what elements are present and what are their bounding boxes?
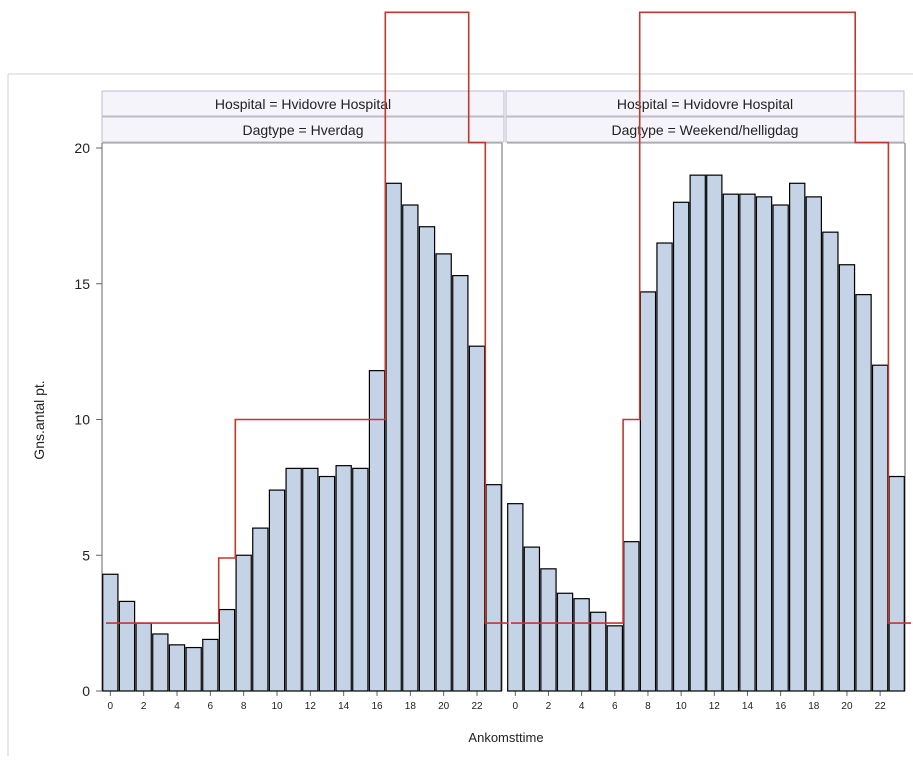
x-tick-label: 14 bbox=[338, 701, 350, 712]
x-tick-label: 2 bbox=[141, 701, 147, 712]
bar bbox=[118, 600, 136, 692]
panel-header-hospital: Hospital = Hvidovre Hospital bbox=[617, 96, 793, 112]
bar bbox=[268, 489, 286, 692]
x-tick-label: 22 bbox=[471, 701, 483, 712]
bar bbox=[102, 573, 119, 692]
x-tick-label: 4 bbox=[174, 701, 180, 712]
y-tick-label: 5 bbox=[82, 547, 90, 563]
x-tick-label: 22 bbox=[875, 701, 887, 712]
bar bbox=[285, 467, 302, 692]
bar bbox=[540, 568, 557, 692]
bar bbox=[772, 204, 789, 692]
x-tick-label: 18 bbox=[405, 701, 417, 712]
bar bbox=[739, 193, 756, 692]
bar bbox=[335, 465, 352, 692]
panel-header-cell bbox=[101, 90, 505, 117]
y-axis-label: Gns.antal pt. bbox=[31, 380, 47, 459]
bar bbox=[888, 475, 905, 692]
bar bbox=[623, 541, 640, 692]
bar bbox=[722, 193, 740, 692]
bar bbox=[656, 242, 673, 692]
bar bbox=[402, 204, 419, 692]
x-tick-label: 6 bbox=[612, 701, 618, 712]
panel-header-cell bbox=[505, 90, 905, 117]
bar bbox=[523, 546, 541, 692]
bar bbox=[805, 196, 822, 692]
bar bbox=[168, 644, 186, 692]
bar bbox=[838, 264, 856, 692]
bar bbox=[871, 364, 889, 692]
y-tick-label: 10 bbox=[74, 412, 90, 428]
bar bbox=[385, 182, 402, 692]
y-tick-label: 15 bbox=[74, 276, 90, 292]
x-tick-label: 20 bbox=[438, 701, 450, 712]
bar bbox=[556, 592, 574, 692]
x-tick-label: 16 bbox=[775, 701, 787, 712]
bar bbox=[202, 638, 219, 692]
x-tick-label: 18 bbox=[808, 701, 820, 712]
x-tick-label: 20 bbox=[841, 701, 853, 712]
bar bbox=[590, 611, 607, 692]
bar bbox=[507, 503, 524, 692]
panel-header-cell bbox=[505, 116, 905, 143]
x-tick-label: 10 bbox=[676, 701, 688, 712]
staffing-step-line bbox=[106, 11, 508, 624]
bar bbox=[689, 174, 706, 692]
bar bbox=[485, 484, 502, 692]
x-tick-label: 0 bbox=[108, 701, 114, 712]
bar bbox=[418, 226, 436, 692]
x-tick-label: 10 bbox=[271, 701, 283, 712]
bar bbox=[435, 253, 452, 692]
x-tick-label: 16 bbox=[371, 701, 383, 712]
x-tick-label: 8 bbox=[645, 701, 651, 712]
bar bbox=[606, 625, 623, 692]
bar bbox=[252, 527, 269, 692]
bar bbox=[185, 646, 202, 692]
panel-header-daytype: Dagtype = Weekend/helligdag bbox=[612, 122, 799, 138]
bar bbox=[452, 275, 469, 692]
bar bbox=[218, 608, 236, 692]
x-tick-label: 8 bbox=[241, 701, 247, 712]
bar bbox=[855, 294, 872, 692]
bar bbox=[639, 291, 657, 692]
x-tick-label: 12 bbox=[709, 701, 721, 712]
bar bbox=[235, 554, 252, 692]
bar bbox=[672, 201, 690, 692]
bar bbox=[706, 174, 723, 692]
bar bbox=[368, 370, 386, 692]
bar bbox=[822, 231, 839, 692]
x-tick-label: 0 bbox=[513, 701, 519, 712]
x-tick-label: 4 bbox=[579, 701, 585, 712]
x-tick-label: 12 bbox=[305, 701, 317, 712]
bar bbox=[468, 345, 486, 692]
bar bbox=[302, 467, 319, 692]
bar bbox=[352, 467, 369, 692]
bar bbox=[318, 475, 336, 692]
x-tick-label: 6 bbox=[208, 701, 214, 712]
bar bbox=[573, 598, 590, 692]
y-tick-label: 0 bbox=[82, 683, 90, 699]
panel-header-hospital: Hospital = Hvidovre Hospital bbox=[215, 96, 391, 112]
x-axis-label: Ankomsttime bbox=[468, 730, 543, 745]
x-tick-label: 2 bbox=[546, 701, 552, 712]
y-tick-label: 20 bbox=[74, 140, 90, 156]
panel-header-cell bbox=[101, 116, 505, 143]
bar bbox=[755, 196, 773, 692]
staffing-step-line bbox=[511, 11, 911, 624]
x-tick-label: 14 bbox=[742, 701, 754, 712]
panel-header-daytype: Dagtype = Hverdag bbox=[242, 122, 363, 138]
bar bbox=[152, 633, 169, 692]
bar bbox=[135, 622, 152, 692]
bar bbox=[789, 182, 806, 692]
